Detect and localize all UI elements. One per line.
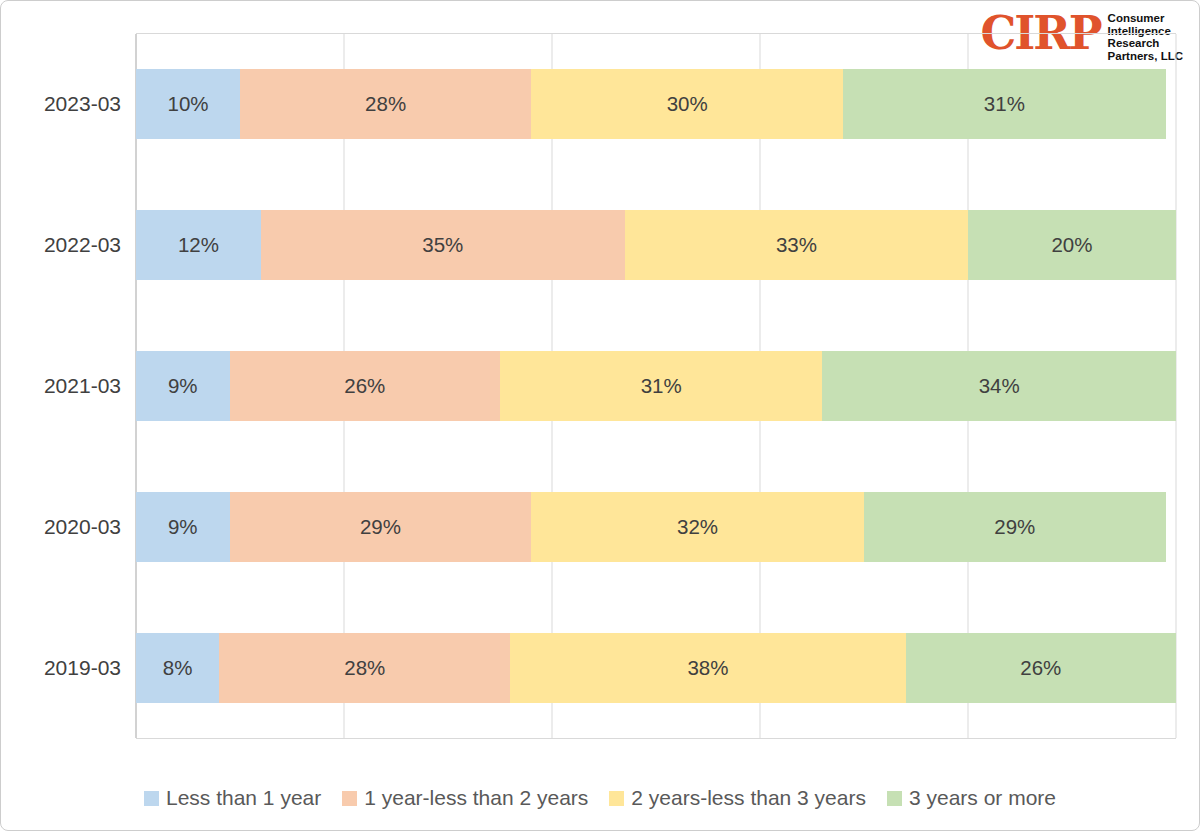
bar-segment[interactable]: 26% xyxy=(906,633,1176,703)
data-label: 12% xyxy=(178,233,219,257)
chart-row: 2019-038%28%38%26% xyxy=(136,597,1176,738)
data-label: 35% xyxy=(422,233,463,257)
data-label: 9% xyxy=(168,515,198,539)
data-label: 32% xyxy=(677,515,718,539)
bar-segment[interactable]: 28% xyxy=(240,69,531,139)
legend-item[interactable]: Less than 1 year xyxy=(144,786,321,810)
stacked-bar: 8% 28% 38% 26% xyxy=(136,633,1176,703)
stacked-bar: 9% 29% 32% 29% xyxy=(136,492,1176,562)
legend-swatch xyxy=(609,791,624,806)
bar-segment[interactable]: 32% xyxy=(531,492,864,562)
legend-item[interactable]: 2 years-less than 3 years xyxy=(609,786,866,810)
bar-segment[interactable]: 29% xyxy=(864,492,1166,562)
data-label: 9% xyxy=(168,374,198,398)
legend-label: 1 year-less than 2 years xyxy=(364,786,588,810)
data-label: 26% xyxy=(1020,656,1061,680)
bar-segment[interactable]: 30% xyxy=(531,69,843,139)
chart-row: 2022-0312%35%33%20% xyxy=(136,175,1176,316)
data-label: 31% xyxy=(641,374,682,398)
data-label: 26% xyxy=(344,374,385,398)
bar-segment[interactable]: 8% xyxy=(136,633,219,703)
data-label: 20% xyxy=(1051,233,1092,257)
category-label: 2019-03 xyxy=(44,656,136,680)
plot-area: 2023-0310%28%30%31%2022-0312%35%33%20%20… xyxy=(136,33,1176,739)
legend-label: 2 years-less than 3 years xyxy=(631,786,866,810)
data-label: 31% xyxy=(984,92,1025,116)
legend-label: Less than 1 year xyxy=(166,786,321,810)
bar-segment[interactable]: 9% xyxy=(136,492,230,562)
data-label: 28% xyxy=(365,92,406,116)
legend-swatch xyxy=(887,791,902,806)
chart-row: 2023-0310%28%30%31% xyxy=(136,34,1176,175)
chart-row: 2020-039%29%32%29% xyxy=(136,456,1176,597)
stacked-bar: 9% 26% 31% 34% xyxy=(136,351,1176,421)
legend: Less than 1 year 1 year-less than 2 years… xyxy=(1,786,1199,810)
bar-segment[interactable]: 33% xyxy=(625,210,968,280)
logo-tagline-line: Consumer xyxy=(1108,12,1183,25)
stacked-bar: 10% 28% 30% 31% xyxy=(136,69,1176,139)
stacked-bar: 12% 35% 33% 20% xyxy=(136,210,1176,280)
bar-segment[interactable]: 12% xyxy=(136,210,261,280)
legend-label: 3 years or more xyxy=(909,786,1056,810)
bar-segment[interactable]: 38% xyxy=(510,633,905,703)
category-label: 2022-03 xyxy=(44,233,136,257)
data-label: 8% xyxy=(163,656,193,680)
legend-item[interactable]: 1 year-less than 2 years xyxy=(342,786,588,810)
bar-segment[interactable]: 31% xyxy=(843,69,1165,139)
legend-swatch xyxy=(144,791,159,806)
bar-segment[interactable]: 26% xyxy=(230,351,500,421)
data-label: 29% xyxy=(994,515,1035,539)
chart-frame: CIRP Consumer Intelligence Research Part… xyxy=(0,0,1200,831)
bar-segment[interactable]: 9% xyxy=(136,351,230,421)
chart-row: 2021-039%26%31%34% xyxy=(136,316,1176,457)
bar-segment[interactable]: 28% xyxy=(219,633,510,703)
bar-segment[interactable]: 31% xyxy=(500,351,822,421)
bar-segment[interactable]: 10% xyxy=(136,69,240,139)
category-label: 2020-03 xyxy=(44,515,136,539)
data-label: 28% xyxy=(344,656,385,680)
data-label: 38% xyxy=(687,656,728,680)
data-label: 33% xyxy=(776,233,817,257)
data-label: 10% xyxy=(167,92,208,116)
bar-segment[interactable]: 34% xyxy=(822,351,1176,421)
bar-segment[interactable]: 35% xyxy=(261,210,625,280)
rows: 2023-0310%28%30%31%2022-0312%35%33%20%20… xyxy=(136,34,1176,738)
legend-item[interactable]: 3 years or more xyxy=(887,786,1056,810)
data-label: 29% xyxy=(360,515,401,539)
bar-segment[interactable]: 29% xyxy=(230,492,532,562)
bar-segment[interactable]: 20% xyxy=(968,210,1176,280)
data-label: 34% xyxy=(979,374,1020,398)
category-label: 2023-03 xyxy=(44,92,136,116)
category-label: 2021-03 xyxy=(44,374,136,398)
legend-swatch xyxy=(342,791,357,806)
data-label: 30% xyxy=(667,92,708,116)
